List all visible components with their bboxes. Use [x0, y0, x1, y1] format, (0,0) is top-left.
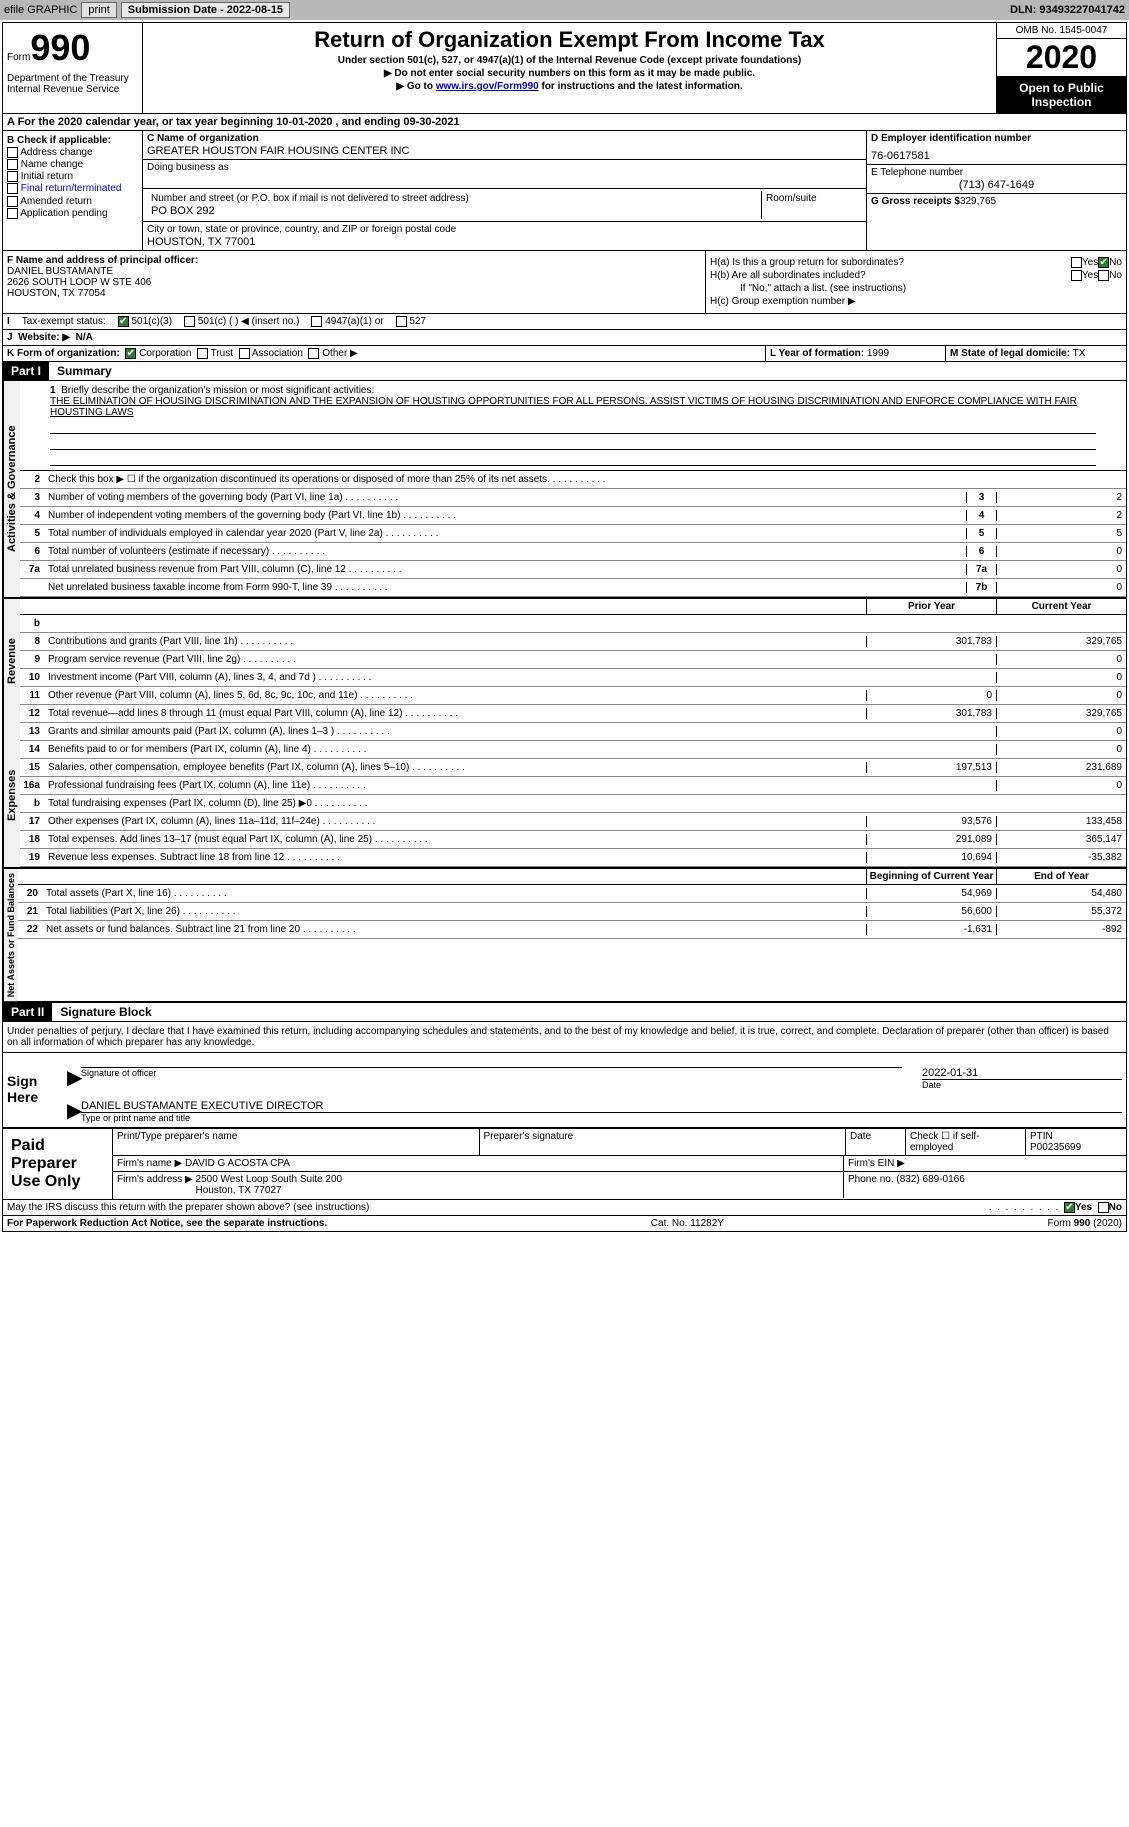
gross-receipts: 329,765: [960, 196, 996, 207]
col-b-checkboxes: B Check if applicable: Address change Na…: [3, 131, 143, 250]
data-row: 19Revenue less expenses. Subtract line 1…: [20, 849, 1126, 867]
col-f-officer: F Name and address of principal officer:…: [3, 251, 706, 313]
data-row: 10Investment income (Part VIII, column (…: [20, 669, 1126, 687]
row-a-tax-year: A For the 2020 calendar year, or tax yea…: [3, 114, 1126, 131]
section-revenue: Revenue Prior Year Current Year b8Contri…: [3, 599, 1126, 723]
col-h-group: H(a) Is this a group return for subordin…: [706, 251, 1126, 313]
form-number: 990: [30, 27, 90, 68]
irs-link[interactable]: www.irs.gov/Form990: [436, 81, 539, 92]
data-row: 17Other expenses (Part IX, column (A), l…: [20, 813, 1126, 831]
dept-label: Department of the Treasury Internal Reve…: [7, 73, 138, 95]
omb-number: OMB No. 1545-0047: [997, 23, 1126, 39]
data-row: 12Total revenue—add lines 8 through 11 (…: [20, 705, 1126, 723]
row-i-tax-status: I Tax-exempt status: 501(c)(3) 501(c) ( …: [3, 314, 1126, 330]
section-balances: Net Assets or Fund Balances Beginning of…: [3, 869, 1126, 1003]
discuss-row: May the IRS discuss this return with the…: [3, 1199, 1126, 1215]
form-990: Form990 Department of the Treasury Inter…: [2, 22, 1127, 1232]
tax-year: 2020: [997, 39, 1126, 77]
data-row: Net unrelated business taxable income fr…: [20, 579, 1126, 597]
section-governance: Activities & Governance 1 Briefly descri…: [3, 381, 1126, 599]
ptin: P00235699: [1030, 1142, 1081, 1153]
data-row: 3Number of voting members of the governi…: [20, 489, 1126, 507]
part-1-header: Part ISummary: [3, 362, 1126, 381]
form-header: Form990 Department of the Treasury Inter…: [3, 23, 1126, 114]
data-row: 15Salaries, other compensation, employee…: [20, 759, 1126, 777]
org-name: GREATER HOUSTON FAIR HOUSING CENTER INC: [147, 145, 862, 157]
data-row: 5Total number of individuals employed in…: [20, 525, 1126, 543]
form-label: Form: [7, 52, 30, 63]
form-title: Return of Organization Exempt From Incom…: [147, 27, 992, 53]
form-note1: ▶ Do not enter social security numbers o…: [147, 68, 992, 79]
paid-preparer-block: Paid Preparer Use Only Print/Type prepar…: [3, 1128, 1126, 1199]
submission-date: Submission Date - 2022-08-15: [121, 2, 290, 18]
data-row: 9Program service revenue (Part VIII, lin…: [20, 651, 1126, 669]
data-row: 2Check this box ▶ ☐ if the organization …: [20, 471, 1126, 489]
form-subtitle: Under section 501(c), 527, or 4947(a)(1)…: [147, 55, 992, 66]
sign-here-block: Sign Here ▶ Signature of officer 2022-01…: [3, 1052, 1126, 1128]
org-city: HOUSTON, TX 77001: [147, 236, 862, 248]
data-row: 8Contributions and grants (Part VIII, li…: [20, 633, 1126, 651]
efile-label: efile GRAPHIC: [4, 4, 77, 16]
data-row: b: [20, 615, 1126, 633]
data-row: 7aTotal unrelated business revenue from …: [20, 561, 1126, 579]
mission-text: THE ELIMINATION OF HOUSING DISCRIMINATIO…: [50, 396, 1096, 418]
data-row: 22Net assets or fund balances. Subtract …: [18, 921, 1126, 939]
col-c-org-info: C Name of organization GREATER HOUSTON F…: [143, 131, 866, 250]
officer-name: DANIEL BUSTAMANTE: [7, 266, 701, 277]
penalties-text: Under penalties of perjury, I declare th…: [3, 1022, 1126, 1052]
dln-label: DLN: 93493227041742: [1010, 4, 1125, 16]
data-row: 20Total assets (Part X, line 16) 54,9695…: [18, 885, 1126, 903]
open-to-public: Open to Public Inspection: [997, 77, 1126, 113]
form-note2: ▶ Go to www.irs.gov/Form990 for instruct…: [147, 81, 992, 92]
officer-print-name: DANIEL BUSTAMANTE EXECUTIVE DIRECTOR: [81, 1100, 1122, 1112]
section-expenses: Expenses 13Grants and similar amounts pa…: [3, 723, 1126, 869]
top-toolbar: efile GRAPHIC print Submission Date - 20…: [0, 0, 1129, 20]
data-row: 14Benefits paid to or for members (Part …: [20, 741, 1126, 759]
form-footer: For Paperwork Reduction Act Notice, see …: [3, 1215, 1126, 1231]
data-row: 18Total expenses. Add lines 13–17 (must …: [20, 831, 1126, 849]
data-row: 13Grants and similar amounts paid (Part …: [20, 723, 1126, 741]
row-j-website: J Website: ▶ N/A: [3, 330, 1126, 346]
data-row: 4Number of independent voting members of…: [20, 507, 1126, 525]
col-d-contact: D Employer identification number 76-0617…: [866, 131, 1126, 250]
data-row: 16aProfessional fundraising fees (Part I…: [20, 777, 1126, 795]
org-street: PO BOX 292: [151, 205, 757, 217]
preparer-phone: (832) 689-0166: [896, 1174, 964, 1185]
data-row: bTotal fundraising expenses (Part IX, co…: [20, 795, 1126, 813]
ein: 76-0617581: [871, 150, 1122, 162]
print-button[interactable]: print: [81, 2, 116, 18]
firm-address: 2500 West Loop South Suite 200 Houston, …: [196, 1174, 343, 1196]
data-row: 6Total number of volunteers (estimate if…: [20, 543, 1126, 561]
telephone: (713) 647-1649: [871, 179, 1122, 191]
section-identification: B Check if applicable: Address change Na…: [3, 131, 1126, 251]
data-row: 21Total liabilities (Part X, line 26) 56…: [18, 903, 1126, 921]
part-2-header: Part IISignature Block: [3, 1003, 1126, 1022]
section-fh: F Name and address of principal officer:…: [3, 251, 1126, 314]
data-row: 11Other revenue (Part VIII, column (A), …: [20, 687, 1126, 705]
firm-name: DAVID G ACOSTA CPA: [185, 1158, 290, 1169]
row-klm: K Form of organization: Corporation Trus…: [3, 346, 1126, 362]
